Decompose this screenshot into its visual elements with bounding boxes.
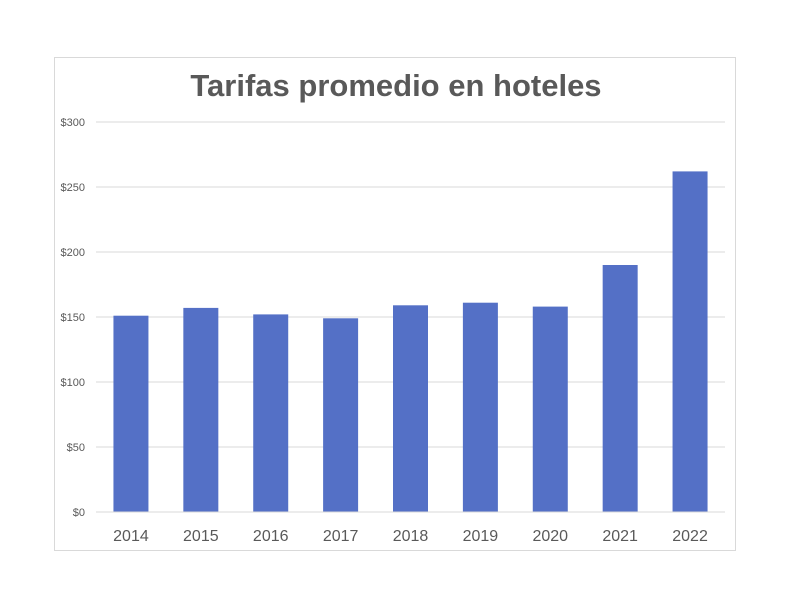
y-tick-label: $300 xyxy=(61,117,85,129)
bar-2019 xyxy=(462,302,498,512)
x-tick-label: 2021 xyxy=(602,528,638,545)
bar-2022 xyxy=(672,171,708,512)
x-tick-label: 2020 xyxy=(532,528,568,545)
x-tick-label: 2019 xyxy=(463,528,499,545)
bar-2016 xyxy=(253,314,289,512)
x-tick-label: 2016 xyxy=(253,528,289,545)
bar-2018 xyxy=(393,305,428,512)
x-tick-label: 2017 xyxy=(323,528,359,545)
bar-2020 xyxy=(532,306,568,512)
x-tick-label: 2022 xyxy=(672,528,708,545)
bar-2015 xyxy=(183,307,219,512)
x-tick-label: 2014 xyxy=(113,528,149,545)
bar-2017 xyxy=(323,318,359,512)
bar-2014 xyxy=(113,315,149,512)
y-tick-label: $100 xyxy=(61,377,85,389)
y-tick-label: $250 xyxy=(61,182,85,194)
y-tick-label: $200 xyxy=(61,247,85,259)
x-tick-label: 2015 xyxy=(183,528,219,545)
y-tick-label: $50 xyxy=(67,442,85,454)
chart-title: Tarifas promedio en hoteles xyxy=(190,68,602,103)
y-tick-label: $150 xyxy=(61,312,85,324)
bar-2021 xyxy=(602,265,638,512)
y-tick-label: $0 xyxy=(73,507,85,519)
x-tick-label: 2018 xyxy=(393,528,429,545)
